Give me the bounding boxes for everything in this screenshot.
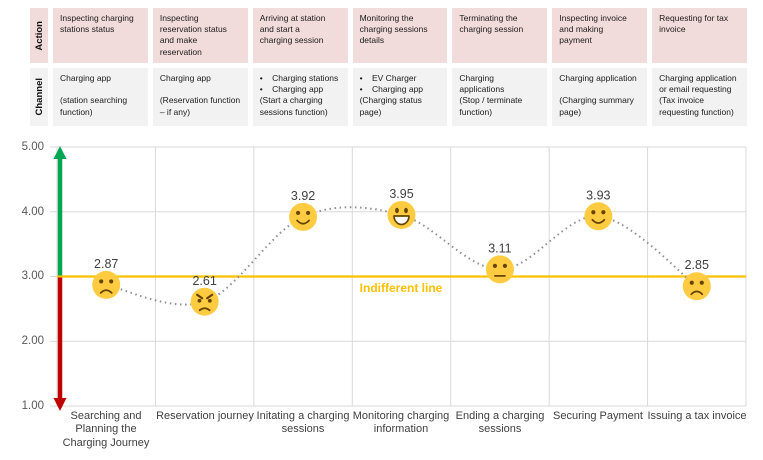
action-cell: Inspecting invoice and making payment	[552, 8, 648, 63]
y-axis-tick: 1.00	[21, 400, 44, 412]
action-cell: Inspecting charging stations status	[53, 8, 148, 63]
point-value-label: 3.92	[291, 189, 315, 203]
channel-cell: Charging app (Reservation function – if …	[152, 68, 248, 126]
point-value-label: 2.85	[685, 258, 709, 272]
channel-row-label: Channel	[33, 78, 45, 116]
action-cell: Terminating the charging session	[452, 8, 548, 63]
action-row-label: Action	[33, 20, 45, 51]
chart-canvas: 2.87 2.61 3.92 3.95 3.11 3.93 2.85	[50, 146, 747, 411]
emoji-grin-face-icon	[387, 200, 416, 229]
channel-cell: • Charging stations • Charging app (Star…	[252, 68, 348, 126]
point-value-label: 3.95	[389, 187, 413, 201]
action-cell: Inspecting reservation status and make r…	[152, 8, 248, 63]
action-cell: Arriving at station and start a charging…	[252, 8, 348, 63]
y-axis-tick: 2.00	[21, 335, 44, 347]
action-cell: Requesting for tax invoice	[652, 8, 747, 63]
channel-cell: Charging application or email requesting…	[652, 68, 747, 126]
channel-cell: Charging applications (Stop / terminate …	[452, 68, 548, 126]
y-axis-tick: 5.00	[21, 141, 44, 153]
journey-table: Action Inspecting charging stations stat…	[30, 8, 747, 126]
channel-cell: Charging application (Charging summary p…	[552, 68, 648, 126]
point-value-label: 2.61	[192, 274, 216, 288]
x-axis-label: Securing Payment	[553, 410, 643, 422]
positive-arrowhead-icon	[53, 146, 67, 159]
x-axis-label: Monitoring charging information	[352, 410, 450, 436]
x-axis-label: Initating a charging sessions	[256, 410, 350, 436]
emoji-frown-face-icon	[92, 270, 121, 299]
x-axis-label: Searching and Planning the Charging Jour…	[62, 410, 150, 449]
point-value-label: 3.93	[586, 188, 610, 202]
emoji-smile-face-icon	[584, 202, 613, 231]
y-axis-tick: 4.00	[21, 206, 44, 218]
action-cell: Monitoring the charging sessions details	[352, 8, 448, 63]
indifferent-line-label: Indifferent line	[359, 281, 443, 295]
emoji-neutral-face-icon	[485, 255, 514, 284]
point-value-label: 3.11	[488, 241, 511, 255]
action-row-header: Action	[30, 8, 48, 63]
emoji-angry-face-icon	[190, 287, 219, 316]
y-axis-tick: 3.00	[21, 270, 44, 282]
satisfaction-line-chart: 2.87 2.61 3.92 3.95 3.11 3.93 2.85 5.00 4.00 3…	[0, 140, 763, 460]
negative-arrowhead-icon	[53, 398, 67, 411]
emoji-frown-face-icon	[682, 272, 711, 301]
channel-cell: • EV Charger • Charging app (Charging st…	[352, 68, 448, 126]
emoji-smile-face-icon	[289, 202, 318, 231]
x-axis-label: Ending a charging sessions	[455, 410, 545, 436]
point-value-label: 2.87	[94, 257, 118, 271]
channel-row-header: Channel	[30, 68, 48, 126]
channel-cell: Charging app (station searching function…	[53, 68, 148, 126]
x-axis-label: Issuing a tax invoice	[647, 410, 747, 422]
x-axis-label: Reservation journey	[156, 410, 254, 422]
